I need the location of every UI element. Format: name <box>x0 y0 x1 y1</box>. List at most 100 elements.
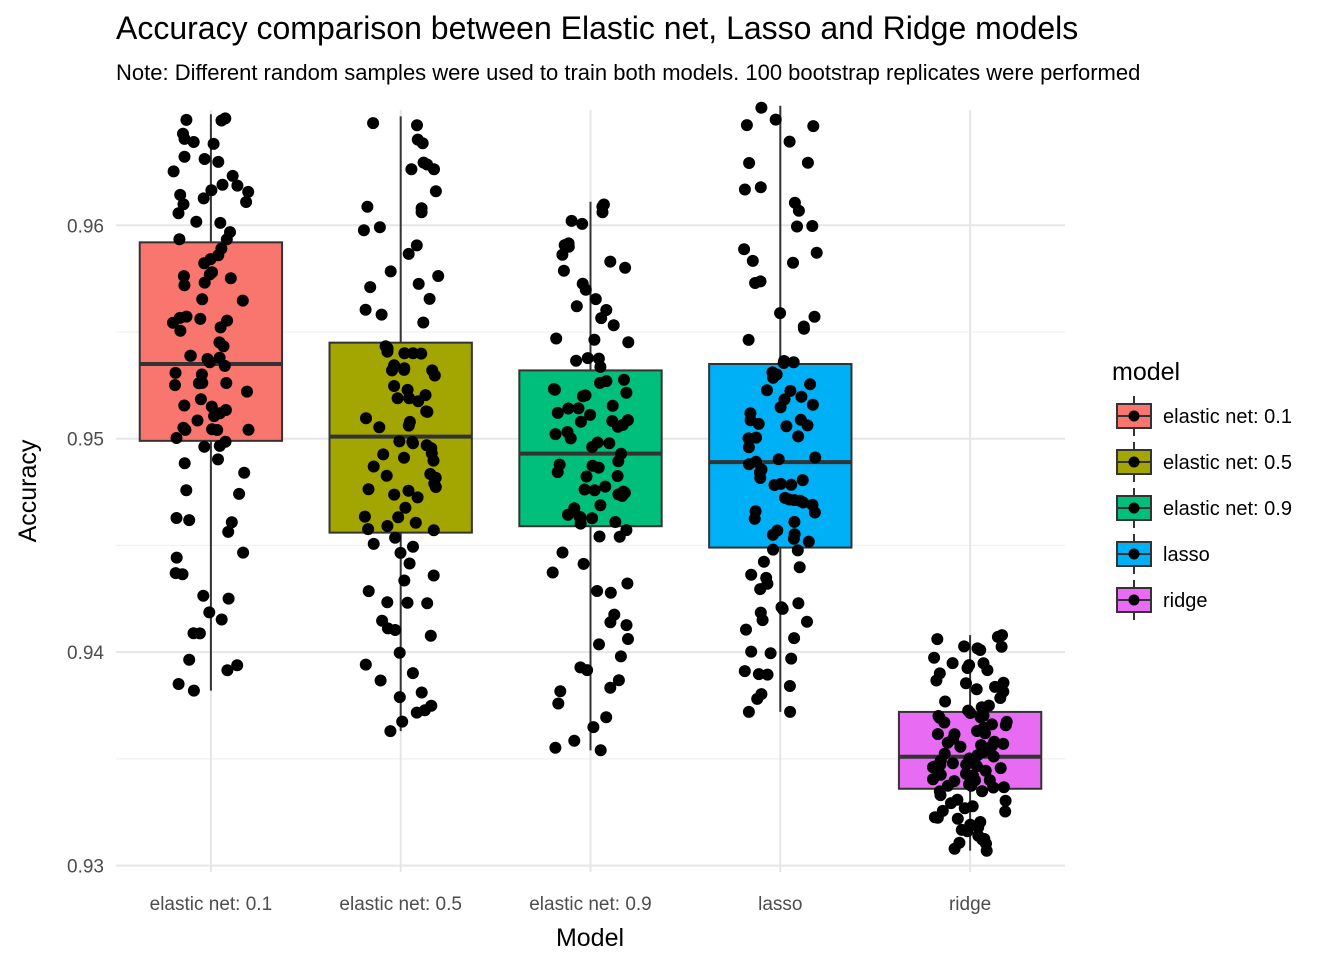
data-point <box>931 728 944 741</box>
data-point <box>750 431 763 444</box>
data-point <box>608 608 621 621</box>
data-point <box>198 440 211 453</box>
data-point <box>388 359 401 372</box>
data-point <box>174 324 187 337</box>
data-point <box>203 606 216 619</box>
data-point <box>398 362 411 375</box>
data-point <box>553 458 566 471</box>
legend-item: ridge <box>1116 580 1207 620</box>
data-point <box>766 366 779 379</box>
data-point <box>562 237 575 250</box>
chart-title: Accuracy comparison between Elastic net,… <box>116 10 1079 46</box>
data-point <box>594 499 607 512</box>
data-point <box>792 430 805 443</box>
data-point <box>740 119 753 132</box>
data-point <box>594 376 606 389</box>
y-tick-label: 0.94 <box>67 643 104 664</box>
data-point <box>218 359 231 372</box>
y-axis-title: Accuracy <box>14 439 42 542</box>
data-point <box>429 185 442 198</box>
data-point <box>750 455 762 468</box>
data-point <box>407 347 419 360</box>
data-point <box>742 333 755 346</box>
data-point <box>549 741 562 754</box>
data-point <box>194 312 207 325</box>
jitter-points <box>167 101 1013 857</box>
data-point <box>556 546 569 559</box>
data-point <box>784 705 797 718</box>
axes: 0.93 0.94 0.95 0.96 elastic net: 0.1 elastic … <box>67 216 991 915</box>
legend-item: elastic net: 0.9 <box>1116 488 1292 528</box>
data-point <box>546 566 559 579</box>
data-point <box>411 119 423 132</box>
data-point <box>198 153 211 165</box>
data-point <box>772 453 785 466</box>
data-point <box>615 447 628 460</box>
data-point <box>409 516 422 529</box>
data-point <box>178 457 191 470</box>
data-point <box>754 275 767 288</box>
data-point <box>178 399 191 412</box>
data-point <box>197 589 210 602</box>
data-point <box>745 568 758 581</box>
data-point <box>177 270 190 283</box>
data-point <box>170 512 183 524</box>
x-tick-label: lasso <box>758 894 802 915</box>
data-point <box>620 619 633 632</box>
data-point <box>761 384 773 397</box>
data-point <box>976 785 989 798</box>
data-point <box>207 137 220 150</box>
data-point <box>617 487 630 500</box>
legend-label: elastic net: 0.9 <box>1163 498 1292 520</box>
data-point <box>966 800 979 813</box>
data-point <box>1000 715 1013 728</box>
data-point <box>754 583 767 596</box>
data-point <box>381 596 394 609</box>
data-point <box>963 752 976 765</box>
data-point <box>205 184 218 197</box>
data-point <box>362 523 375 536</box>
data-point <box>427 454 440 467</box>
data-point <box>389 531 402 544</box>
data-point <box>178 150 191 163</box>
data-point <box>359 303 372 316</box>
data-point <box>780 420 793 433</box>
data-point <box>784 384 797 397</box>
data-point <box>785 652 798 665</box>
data-point <box>788 196 801 209</box>
data-point <box>994 762 1007 775</box>
data-point <box>997 781 1010 794</box>
data-point <box>754 181 767 194</box>
data-point <box>373 221 386 234</box>
data-point <box>219 112 232 125</box>
data-point <box>738 243 751 256</box>
data-point <box>415 686 428 699</box>
data-point <box>971 642 984 655</box>
data-point <box>214 216 227 229</box>
data-point <box>619 261 632 274</box>
data-point <box>795 390 808 403</box>
legend-key-point <box>1128 456 1140 468</box>
data-point <box>576 217 589 230</box>
data-point <box>951 793 964 806</box>
data-point <box>604 255 617 268</box>
data-point <box>588 333 601 346</box>
data-point <box>603 437 616 450</box>
data-point <box>222 592 235 605</box>
data-point <box>584 408 597 421</box>
data-point <box>360 412 372 425</box>
data-point <box>393 435 406 448</box>
data-point <box>928 651 941 664</box>
data-point <box>742 705 755 718</box>
data-point <box>618 373 630 386</box>
data-point <box>196 376 209 389</box>
legend-key-point <box>1128 502 1140 514</box>
data-point <box>425 699 438 712</box>
data-point <box>587 721 600 734</box>
data-point <box>417 316 430 329</box>
data-point <box>574 661 587 674</box>
data-point <box>169 379 181 392</box>
data-point <box>787 356 800 369</box>
data-point <box>806 498 819 511</box>
legend-key-point <box>1128 594 1140 606</box>
